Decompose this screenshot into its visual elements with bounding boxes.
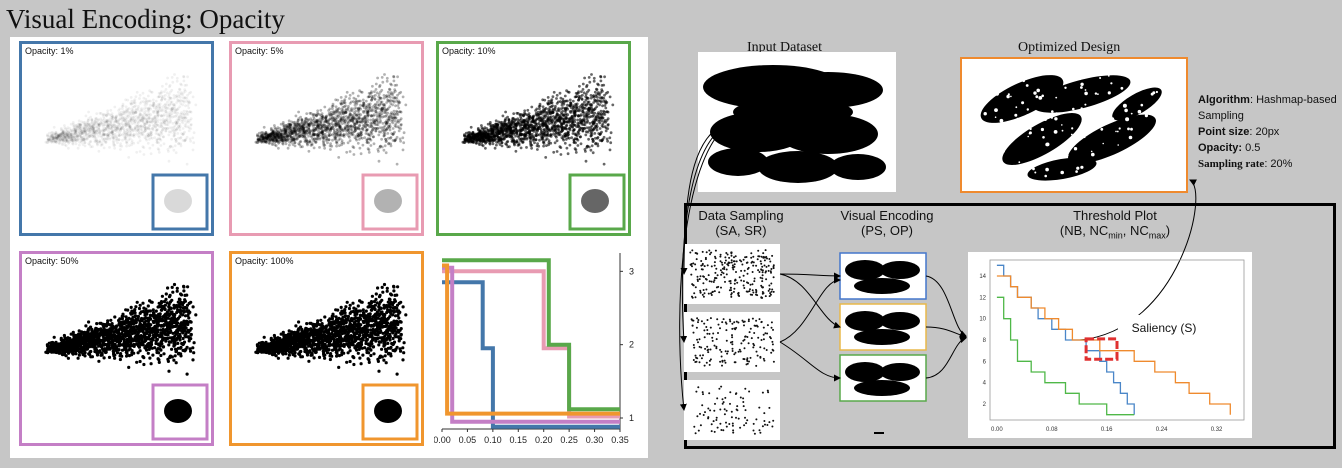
inset-blob <box>581 189 609 213</box>
page-title: Visual Encoding: Opacity <box>6 4 285 34</box>
opacity-label: Opacity: 100% <box>235 256 294 266</box>
scatter-points <box>44 73 198 166</box>
encoding-thumbnail-2 <box>839 303 927 351</box>
opacity-panel-5: Opacity: 100% <box>229 251 424 446</box>
opacity-label: Opacity: 10% <box>442 46 496 56</box>
sample-thumbnail-2 <box>684 312 780 372</box>
threshold-plot-title: Threshold Plot (NB, NCmin, NCmax) <box>1059 208 1171 241</box>
encoding-thumbnail-1 <box>839 252 927 300</box>
opacity-label: Opacity: 50% <box>25 256 79 266</box>
opacity-panel-2: Opacity: 5% <box>229 41 424 236</box>
scatterplot-1 <box>44 73 209 231</box>
threshold-series-3 <box>996 296 1135 416</box>
x-tick-label: 0.10 <box>484 435 502 445</box>
workflow-diagram: 0.00 0.08 0.16 0.24 0.32 2 4 6 8 10 12 14 <box>679 121 1252 440</box>
inset-blob <box>374 189 402 213</box>
y-tick-label: 2 <box>983 402 987 408</box>
y-tick-label: 12 <box>979 295 986 301</box>
point-size-line: Point size: 20px <box>1198 126 1280 138</box>
x-tick-label: 0.20 <box>535 435 553 445</box>
x-tick-label: 0.08 <box>1046 427 1058 433</box>
threshold-chart-frame <box>968 252 1252 438</box>
algorithm-line: Algorithm: Hashmap-based Sampling <box>1198 94 1337 122</box>
y-tick-label: 6 <box>983 359 987 365</box>
step-series-4 <box>442 265 620 424</box>
y-tick-label: 3 <box>629 266 634 276</box>
threshold-line-chart: 0.00 0.08 0.16 0.24 0.32 2 4 6 8 10 12 14 <box>979 259 1245 433</box>
data-sampling-title: Data Sampling (SA, SR) <box>698 208 784 238</box>
x-tick-label: 0.05 <box>459 435 477 445</box>
inset-thumbnail <box>361 173 419 231</box>
step-series-2 <box>442 269 620 419</box>
algorithm-info: Algorithm: Hashmap-based Sampling Point … <box>1198 92 1338 172</box>
x-tick-label: 0.00 <box>434 435 451 445</box>
inset-thumbnail <box>151 173 209 231</box>
step-series-1 <box>442 280 620 429</box>
x-tick-label: 0.16 <box>1101 427 1113 433</box>
inset-thumbnail <box>361 383 419 441</box>
scatter-points <box>461 73 615 166</box>
y-tick-label: 14 <box>979 274 986 280</box>
y-tick-label: 4 <box>983 381 987 387</box>
optimized-design-caption: Optimized Design <box>1018 40 1121 55</box>
x-tick-label: 0.30 <box>586 435 604 445</box>
inset-blob <box>164 399 192 423</box>
opacity-line: Opacity: 0.5 <box>1198 142 1261 154</box>
threshold-step-chart: 0.00 0.05 0.10 0.15 0.20 0.25 0.30 0.35 1 2 3 <box>434 253 634 445</box>
optimized-design-image <box>980 73 1171 181</box>
sample-thumbnail-1 <box>684 244 780 304</box>
plot-frame <box>989 259 1245 421</box>
encoding-thumbnail-3 <box>839 354 927 402</box>
y-tick-label: 2 <box>629 340 634 350</box>
x-tick-label: 0.32 <box>1211 427 1223 433</box>
opacity-label: Opacity: 5% <box>235 46 284 56</box>
input-dataset-caption: Input Dataset <box>747 40 823 55</box>
x-tick-label: 0.00 <box>991 427 1003 433</box>
opacity-panel-1: Opacity: 1% <box>19 41 214 236</box>
visual-encoding-title: Visual Encoding (PS, OP) <box>840 208 934 238</box>
scatterplot-5 <box>254 282 419 441</box>
scatterplot-2 <box>254 73 419 231</box>
scatter-points <box>254 73 408 166</box>
scatterplot-3 <box>461 73 626 231</box>
opacity-panel-4: Opacity: 50% <box>19 251 214 446</box>
x-tick-label: 0.24 <box>1156 427 1168 433</box>
scatter-points <box>254 282 408 376</box>
sampling-rate-line: Sampling rate: 20% <box>1198 158 1293 170</box>
inset-blob <box>374 399 402 423</box>
y-tick-label: 10 <box>979 317 986 323</box>
sample-thumbnail-3 <box>684 380 780 440</box>
optimized-design-frame <box>960 57 1188 193</box>
x-tick-label: 0.35 <box>611 435 629 445</box>
scatterplot-4 <box>44 282 209 441</box>
inset-blob <box>164 189 192 213</box>
step-series-5 <box>442 263 620 416</box>
scatter-points <box>44 282 198 376</box>
x-tick-label: 0.15 <box>510 435 528 445</box>
x-tick-label: 0.25 <box>560 435 578 445</box>
step-series-3 <box>442 258 620 412</box>
saliency-label: Saliency (S) <box>1118 315 1210 341</box>
y-tick-label: 1 <box>629 413 634 423</box>
saliency-highlight <box>1084 337 1119 361</box>
opacity-panel-3: Opacity: 10% <box>436 41 631 236</box>
opacity-grid-panel: Opacity: 1% Opacity: 5% Opacity: 10% Opa… <box>10 37 648 458</box>
y-tick-label: 8 <box>983 338 987 344</box>
opacity-label: Opacity: 1% <box>25 46 74 56</box>
